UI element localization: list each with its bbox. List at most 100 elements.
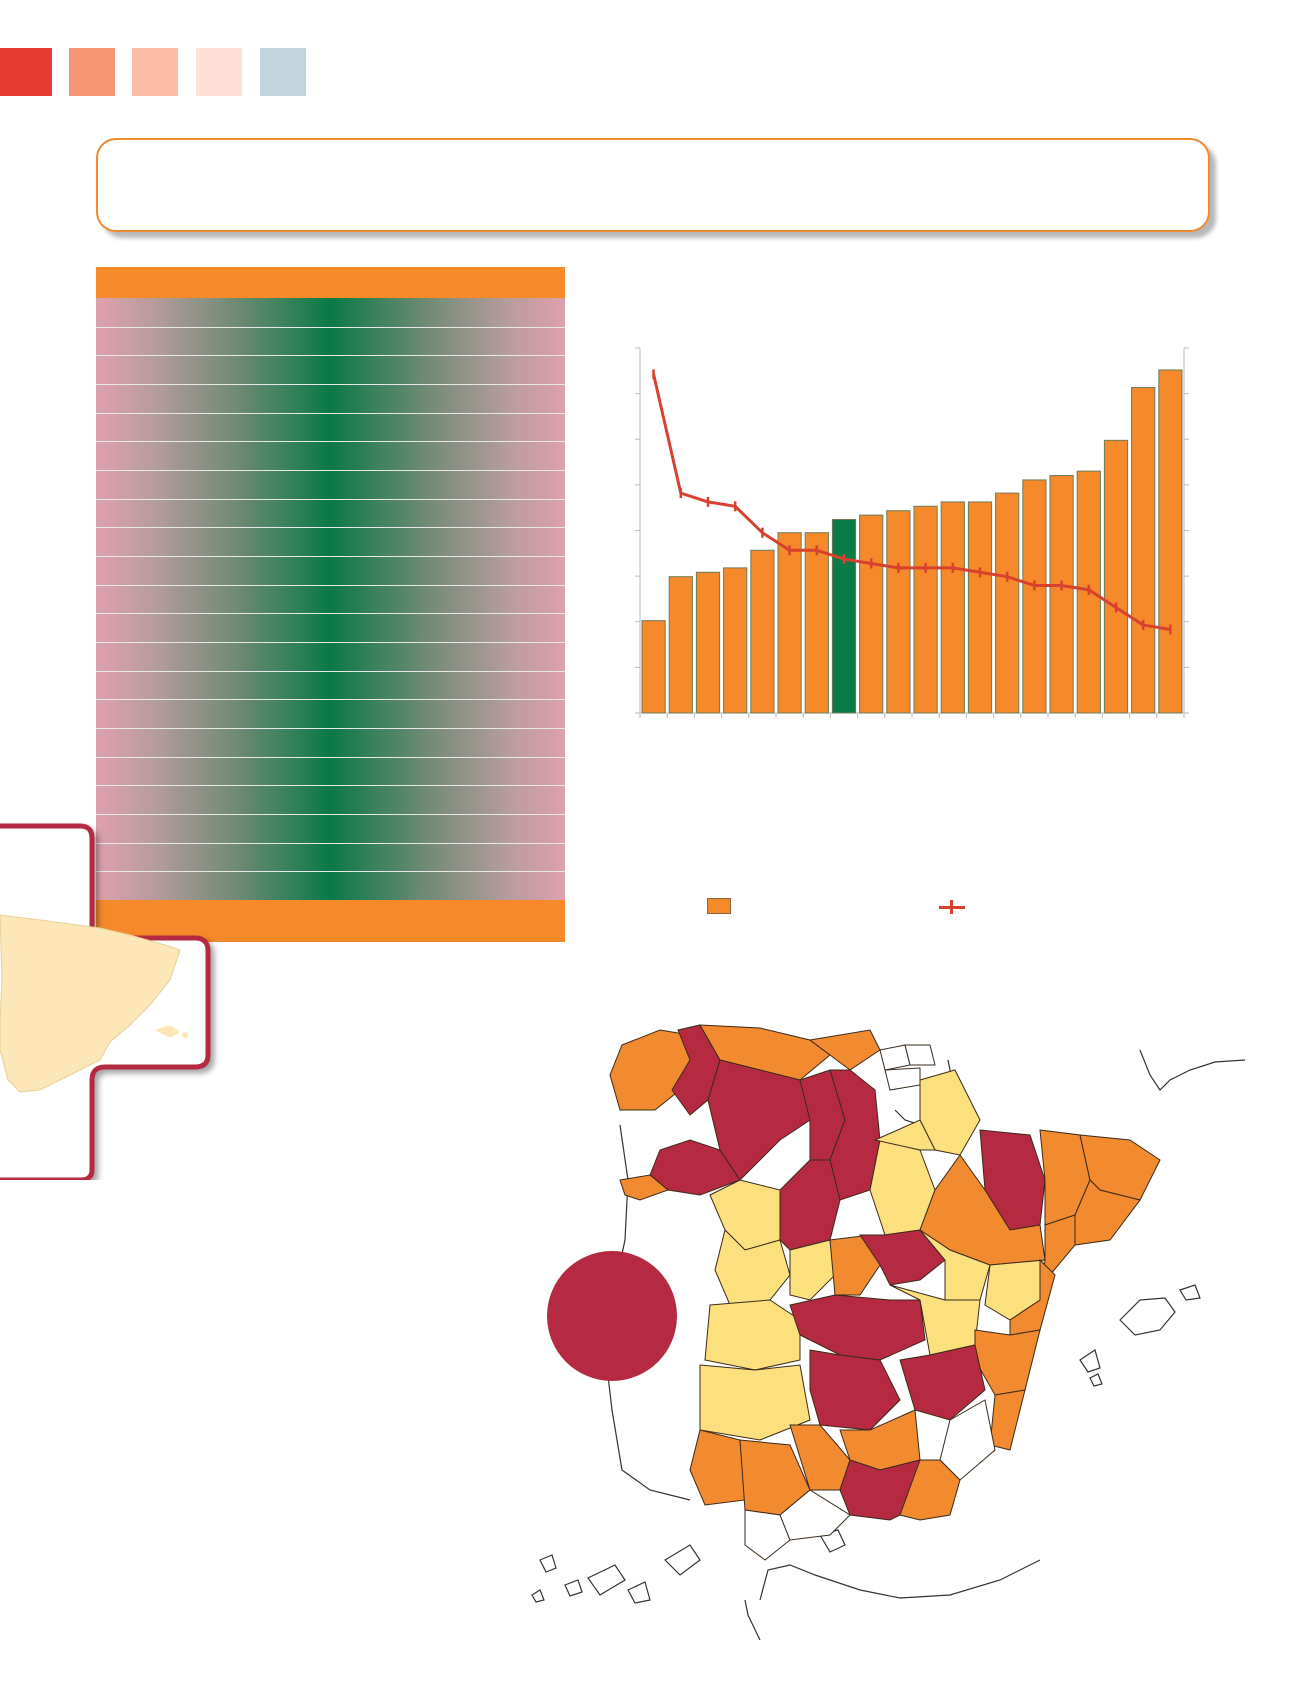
chart-bar-17 xyxy=(1076,470,1101,714)
table-row-divider xyxy=(96,412,565,414)
prov-salamanca xyxy=(714,1229,791,1306)
prov-cuenca xyxy=(889,1284,981,1356)
chart-bar-7 xyxy=(804,532,829,714)
table-row-divider xyxy=(96,756,565,758)
table-body xyxy=(96,298,565,900)
prov-toledo xyxy=(789,1294,926,1361)
prov-la-rioja xyxy=(873,1119,936,1151)
prov-lleida xyxy=(1039,1129,1091,1226)
canary-5 xyxy=(664,1544,701,1576)
canary-3 xyxy=(587,1564,626,1596)
prov-jaen xyxy=(839,1409,921,1471)
table-row-divider xyxy=(96,785,565,787)
prov-caceres xyxy=(704,1299,801,1371)
table-header xyxy=(96,267,565,298)
prov-teruel xyxy=(984,1259,1046,1321)
table-row-divider xyxy=(96,441,565,443)
chart-bar-5 xyxy=(750,549,775,714)
morocco-west xyxy=(744,1599,761,1641)
prov-huesca xyxy=(979,1129,1046,1231)
table-footer xyxy=(96,900,565,942)
prov-malaga xyxy=(779,1489,851,1541)
swatch-3 xyxy=(132,48,178,96)
table-row-divider xyxy=(96,842,565,844)
baleares-1 xyxy=(1119,1297,1176,1336)
prov-zamora xyxy=(709,1179,781,1251)
prov-murcia xyxy=(939,1399,996,1481)
table-row-divider xyxy=(96,728,565,729)
chart-bar-11 xyxy=(913,505,938,714)
prov-leon xyxy=(707,1059,811,1181)
legend-bar-swatch xyxy=(707,898,731,914)
chart-bar-3 xyxy=(695,571,721,714)
chart-bar-6 xyxy=(777,532,802,714)
prov-cordoba xyxy=(789,1424,851,1491)
canary-1 xyxy=(539,1554,557,1573)
table-row-divider xyxy=(96,871,565,873)
prov-vizcaya xyxy=(879,1044,911,1071)
prov-barcelona xyxy=(1074,1179,1141,1246)
prov-almeria xyxy=(899,1459,961,1521)
table-row-divider xyxy=(96,384,565,385)
prov-navarra xyxy=(919,1069,981,1156)
chart-bar-4 xyxy=(723,567,748,714)
table-row-divider xyxy=(96,355,565,357)
prov-granada xyxy=(839,1459,931,1521)
chart-bar-10 xyxy=(886,510,911,714)
chart-bar-14 xyxy=(995,492,1020,714)
chart-bar-15 xyxy=(1022,479,1047,714)
baleares-3 xyxy=(1079,1349,1101,1373)
swatch-5 xyxy=(260,48,306,96)
chart-bar-2 xyxy=(668,576,693,714)
prov-segovia xyxy=(829,1234,881,1296)
chart-bar-18 xyxy=(1103,439,1129,714)
inset-map xyxy=(0,823,211,1180)
prov-castellon xyxy=(1009,1258,1056,1336)
inset-spain-shape xyxy=(0,914,181,1093)
prov-zaragoza xyxy=(919,1154,1046,1266)
swatch-4 xyxy=(196,48,242,96)
table-row-divider xyxy=(96,527,565,529)
prov-valencia xyxy=(974,1329,1041,1396)
prov-guadalajara xyxy=(919,1229,991,1301)
prov-burgos xyxy=(829,1069,881,1201)
swatch-1 xyxy=(0,48,52,96)
table-row-divider xyxy=(96,498,565,500)
table-row-divider xyxy=(96,584,565,586)
table-row-divider xyxy=(96,613,565,615)
baleares-4 xyxy=(1089,1373,1103,1387)
inset-island-2 xyxy=(182,1032,188,1038)
chart-bar-9 xyxy=(859,514,884,714)
prov-asturias xyxy=(699,1024,831,1081)
prov-avila xyxy=(789,1239,836,1301)
canary-2 xyxy=(564,1579,583,1597)
swatch-2 xyxy=(69,48,115,96)
prov-huelva xyxy=(689,1429,746,1506)
chart-line-series xyxy=(652,374,1171,631)
table-row-divider xyxy=(96,326,565,328)
chart-bar-19 xyxy=(1131,387,1156,714)
prov-badajoz xyxy=(699,1364,811,1441)
chart-bar-13 xyxy=(967,501,993,714)
table-row-divider xyxy=(96,642,565,643)
prov-alava xyxy=(884,1067,921,1091)
chart-bar-8 xyxy=(831,519,857,714)
prov-cadiz xyxy=(744,1509,791,1561)
table-row-divider xyxy=(96,470,565,471)
table-row-divider xyxy=(96,670,565,672)
prov-lugo xyxy=(671,1024,721,1116)
provinces xyxy=(609,1024,1161,1561)
prov-madrid xyxy=(859,1229,946,1286)
prov-tarragona xyxy=(1028,1214,1076,1276)
chart-bar-20 xyxy=(1158,369,1183,714)
prov-sevilla xyxy=(739,1439,811,1516)
prov-albacete xyxy=(899,1344,986,1421)
france-coast xyxy=(894,1059,954,1126)
data-table xyxy=(96,267,565,942)
prov-guipuzcoa xyxy=(904,1044,936,1066)
canary-4 xyxy=(627,1581,651,1604)
map-highlight-circle xyxy=(547,1251,677,1381)
inset-island xyxy=(155,1025,180,1038)
title-box xyxy=(96,138,1210,232)
prov-valladolid xyxy=(779,1159,841,1251)
